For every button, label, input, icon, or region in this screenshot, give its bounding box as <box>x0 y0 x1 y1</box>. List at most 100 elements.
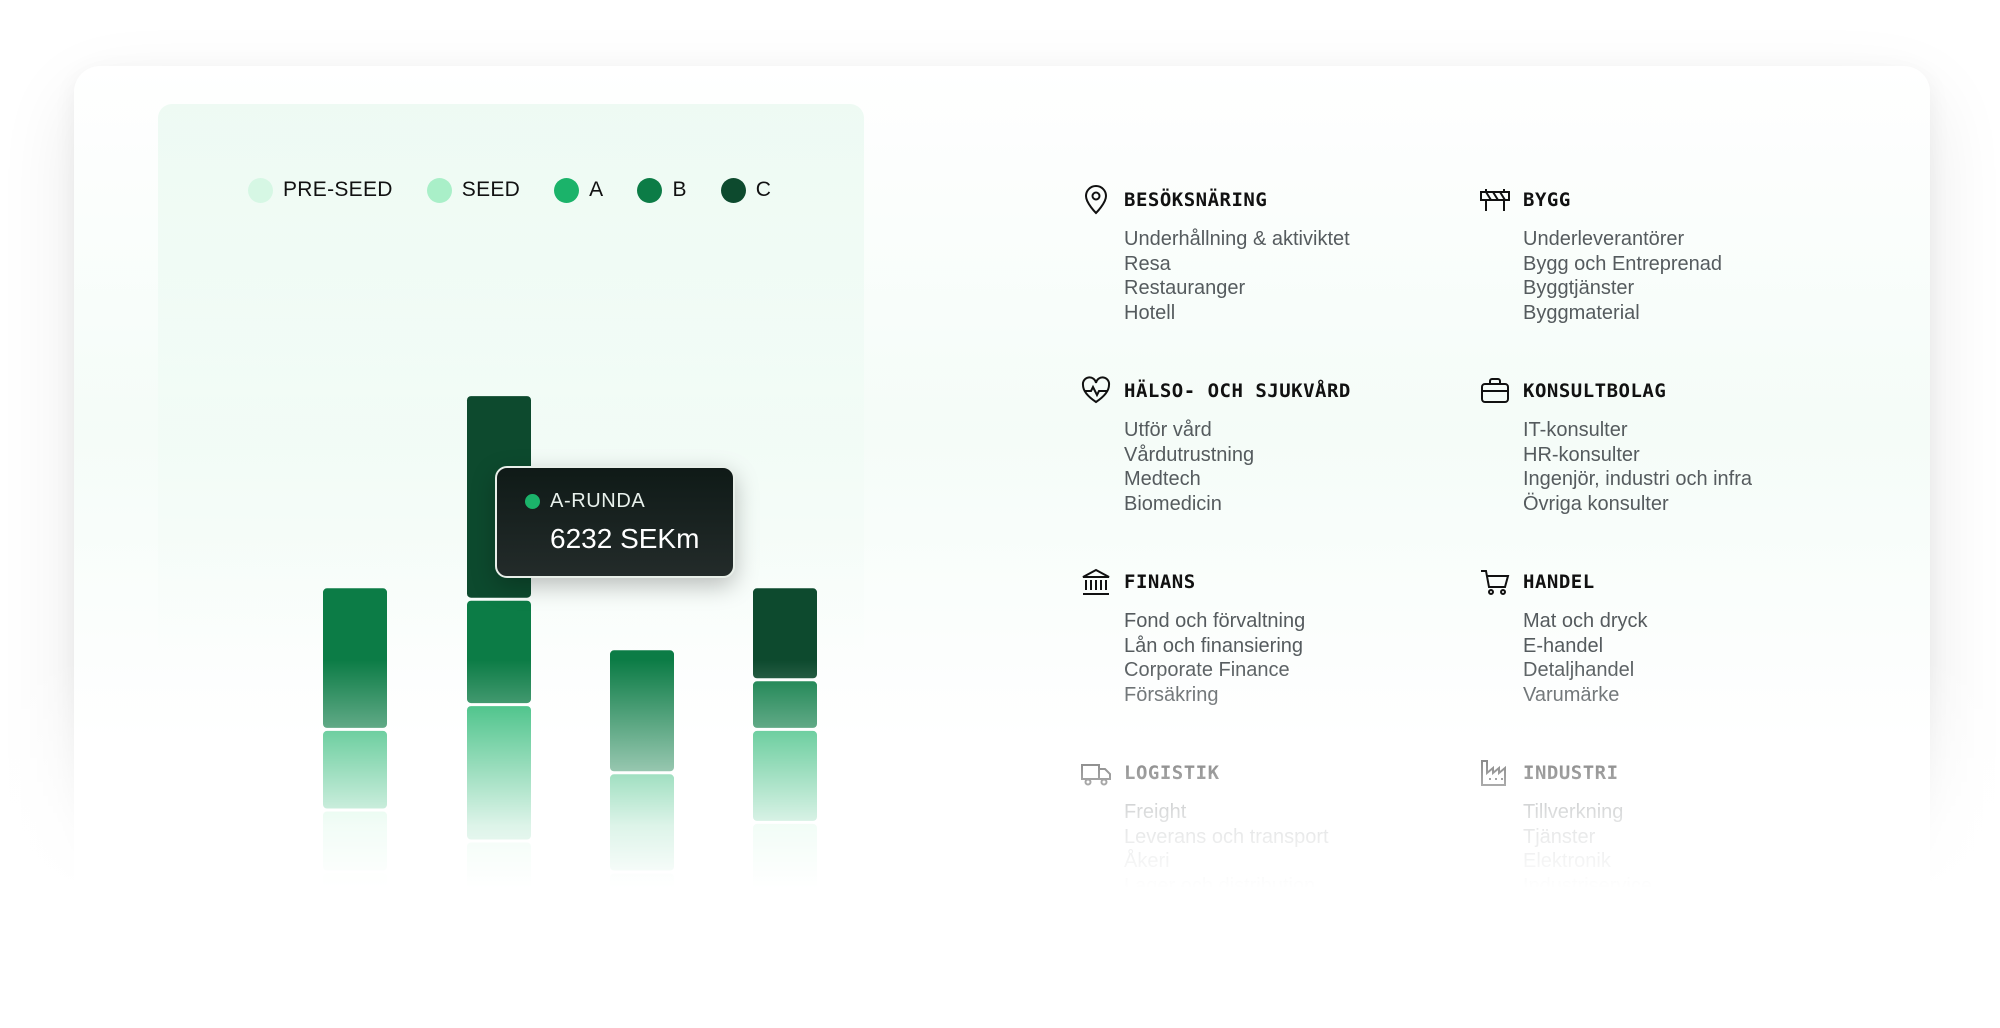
truck-icon <box>1081 764 1111 786</box>
legend-dot-b <box>637 177 663 203</box>
tooltip-value: 6232 SEKm <box>550 523 700 554</box>
bar-segment-b[interactable] <box>610 650 674 772</box>
chart-tooltip: A-RUNDA 6232 SEKm <box>495 466 735 578</box>
industry-title: LOGISTIK <box>1124 762 1220 784</box>
bank-icon <box>1082 568 1110 595</box>
list-item: Vårdutrustning <box>1124 443 1255 466</box>
industry-list: IT-konsulter HR-konsulter Ingenjör, indu… <box>1523 418 1859 516</box>
bar-segment-seed[interactable] <box>753 823 817 914</box>
tooltip-label: A-RUNDA <box>550 490 646 512</box>
list-item: Hotell <box>1124 301 1176 324</box>
industry-list: Freight Leverans och transport Åkeri Lag… <box>1124 800 1460 898</box>
tooltip-series-dot <box>525 494 540 509</box>
list-item: Ingenjör, industri och infra <box>1523 468 1753 490</box>
list-item: HR-konsulter <box>1523 443 1640 466</box>
industry-title: BESÖKSNÄRING <box>1124 189 1268 211</box>
legend-item-seed[interactable]: SEED <box>426 177 521 203</box>
factory-icon <box>1481 760 1506 786</box>
bar-segment-pre-seed[interactable] <box>753 916 817 933</box>
briefcase-icon <box>1481 378 1509 403</box>
list-item: Övriga konsulter <box>1523 492 1669 515</box>
industry-besoksnaring: BESÖKSNÄRING Underhållning & aktiviktet … <box>1080 183 1460 325</box>
legend-label: C <box>755 178 772 201</box>
list-item: Mat och dryck <box>1523 610 1648 632</box>
legend-label: PRE-SEED <box>283 178 393 201</box>
industry-title: KONSULTBOLAG <box>1523 380 1667 402</box>
list-item: Restauranger <box>1124 277 1246 299</box>
list-item: E-handel <box>1523 634 1604 657</box>
industry-title: FINANS <box>1124 571 1196 593</box>
list-item: Underhållning & aktiviktet <box>1124 228 1350 250</box>
bar-segment-pre-seed[interactable] <box>467 904 531 933</box>
list-item: Byggmaterial <box>1523 301 1640 324</box>
industry-list: Mat och dryck E-handel Detaljhandel Varu… <box>1523 609 1859 707</box>
map-pin-icon <box>1084 185 1108 215</box>
bar-segment-a[interactable] <box>610 774 674 871</box>
industry-halso-och-sjukvard: HÄLSO- OCH SJUKVÅRD Utför vård Vårdutrus… <box>1080 374 1460 516</box>
industry-logistik: LOGISTIK Freight Leverans och transport … <box>1080 756 1460 898</box>
legend-label: A <box>589 178 604 201</box>
industry-list: Utför vård Vårdutrustning Medtech Biomed… <box>1124 418 1460 516</box>
list-item: Lager och distribution <box>1124 874 1316 897</box>
industry-title: BYGG <box>1523 189 1571 211</box>
list-item: Tjänster <box>1523 825 1596 848</box>
bar-segment-pre-seed[interactable] <box>610 904 674 933</box>
road-barrier-icon <box>1480 189 1510 211</box>
bar-segment-a[interactable] <box>753 730 817 821</box>
industry-title: HANDEL <box>1523 571 1595 593</box>
legend-label: B <box>672 178 687 201</box>
list-item: IT-konsulter <box>1523 419 1628 441</box>
list-item: Utför vård <box>1124 419 1212 441</box>
legend-item-c[interactable]: C <box>720 177 772 203</box>
industry-title: INDUSTRI <box>1523 762 1619 784</box>
industry-list: Underhållning & aktiviktet Resa Restaura… <box>1124 227 1460 325</box>
industry-list: Tillverkning Tjänster Elektronik Industr… <box>1523 800 1859 898</box>
legend-label: SEED <box>461 178 521 201</box>
list-item: Detaljhandel <box>1523 659 1635 681</box>
list-item: Varumärke <box>1523 683 1620 706</box>
legend-dot-a <box>554 177 580 203</box>
bar-segment-a[interactable] <box>467 706 531 840</box>
list-item: Medtech <box>1124 468 1201 490</box>
chart-legend: PRE-SEED SEED A B C <box>248 170 771 210</box>
bar-segment-b[interactable] <box>323 588 387 728</box>
bar-segment-seed[interactable] <box>467 842 531 902</box>
heart-pulse-icon <box>1081 376 1111 404</box>
industry-bygg: BYGG Underleverantörer Bygg och Entrepre… <box>1479 183 1859 325</box>
list-item: Elektronik <box>1523 850 1611 872</box>
list-item: Tillverkning <box>1523 801 1624 823</box>
list-item: Leverans och transport <box>1124 825 1329 848</box>
list-item: Resa <box>1124 252 1171 275</box>
bar-segment-a[interactable] <box>323 730 387 809</box>
legend-item-b[interactable]: B <box>637 177 687 203</box>
list-item: Lån och finansiering <box>1124 634 1304 657</box>
bar-segment-seed[interactable] <box>323 811 387 871</box>
industry-title: HÄLSO- OCH SJUKVÅRD <box>1124 380 1351 402</box>
legend-dot-c <box>720 177 746 203</box>
legend-item-pre-seed[interactable]: PRE-SEED <box>248 177 393 203</box>
industry-industri: INDUSTRI Tillverkning Tjänster Elektroni… <box>1479 756 1859 898</box>
list-item: Åkeri <box>1124 850 1170 872</box>
industry-list: Underleverantörer Bygg och Entreprenad B… <box>1523 227 1859 325</box>
list-item: Försäkring <box>1124 683 1219 706</box>
list-item: Byggtjänster <box>1523 277 1635 299</box>
bar-segment-seed[interactable] <box>610 873 674 902</box>
industry-list: Fond och förvaltning Lån och finansierin… <box>1124 609 1460 707</box>
list-item: Industriservice <box>1523 874 1652 897</box>
list-item: Biomedicin <box>1124 492 1222 515</box>
industry-handel: HANDEL Mat och dryck E-handel Detaljhand… <box>1479 565 1859 707</box>
legend-dot-seed <box>426 177 452 203</box>
industry-konsultbolag: KONSULTBOLAG IT-konsulter HR-konsulter I… <box>1479 374 1859 516</box>
list-item: Underleverantörer <box>1523 228 1685 250</box>
shopping-cart-icon <box>1481 570 1510 595</box>
list-item: Freight <box>1124 801 1187 823</box>
list-item: Corporate Finance <box>1124 659 1290 681</box>
industry-finans: FINANS Fond och förvaltning Lån och fina… <box>1080 565 1460 707</box>
bar-segment-b[interactable] <box>753 681 817 728</box>
bar-segment-b[interactable] <box>467 600 531 704</box>
list-item: Fond och förvaltning <box>1124 610 1306 632</box>
bar-segment-pre-seed[interactable] <box>323 873 387 933</box>
legend-item-a[interactable]: A <box>554 177 604 203</box>
legend-dot-pre-seed <box>248 177 273 203</box>
bar-segment-c[interactable] <box>753 588 817 679</box>
